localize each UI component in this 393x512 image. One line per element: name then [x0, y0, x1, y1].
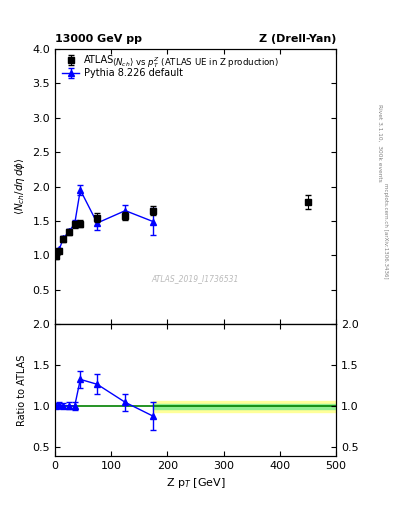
- Y-axis label: $\langle N_{ch}/d\eta\, d\phi\rangle$: $\langle N_{ch}/d\eta\, d\phi\rangle$: [13, 158, 27, 216]
- X-axis label: Z p$_T$ [GeV]: Z p$_T$ [GeV]: [165, 476, 226, 490]
- Text: ATLAS_2019_I1736531: ATLAS_2019_I1736531: [152, 274, 239, 283]
- Legend: ATLAS, Pythia 8.226 default: ATLAS, Pythia 8.226 default: [60, 53, 185, 80]
- Text: $\langle N_{ch}\rangle$ vs $p_T^Z$ (ATLAS UE in Z production): $\langle N_{ch}\rangle$ vs $p_T^Z$ (ATLA…: [112, 55, 279, 71]
- Text: mcplots.cern.ch [arXiv:1306.3436]: mcplots.cern.ch [arXiv:1306.3436]: [384, 183, 388, 278]
- Y-axis label: Ratio to ATLAS: Ratio to ATLAS: [17, 354, 27, 425]
- Text: 13000 GeV pp: 13000 GeV pp: [55, 33, 142, 44]
- Text: Z (Drell-Yan): Z (Drell-Yan): [259, 33, 336, 44]
- Text: Rivet 3.1.10,  300k events: Rivet 3.1.10, 300k events: [377, 104, 382, 182]
